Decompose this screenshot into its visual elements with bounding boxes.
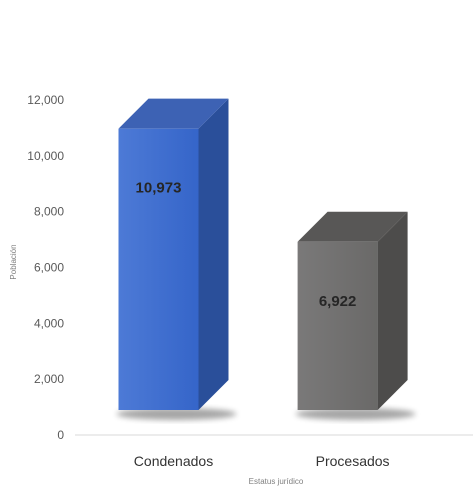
bar-shadow bbox=[295, 408, 416, 420]
bar-side-face bbox=[198, 98, 229, 411]
bar-top-face bbox=[118, 98, 229, 129]
bar bbox=[297, 241, 378, 410]
bar-data-label: 6,922 bbox=[319, 293, 357, 310]
category-labels: Condenados Procesados bbox=[134, 453, 390, 469]
y-tick-label: 2,000 bbox=[34, 372, 64, 386]
y-axis-title: Población bbox=[9, 244, 18, 279]
y-tick-label: 0 bbox=[57, 428, 64, 442]
bar-shadow bbox=[116, 408, 237, 420]
bar-top-face bbox=[297, 211, 408, 242]
bar-side-face bbox=[377, 211, 408, 410]
y-tick-label: 8,000 bbox=[34, 205, 64, 219]
y-tick-label: 6,000 bbox=[34, 261, 64, 275]
bars: 10,973 6,922 bbox=[116, 98, 416, 420]
category-label: Procesados bbox=[316, 453, 390, 469]
y-axis-ticks: 0 2,000 4,000 6,000 8,000 10,000 12,000 bbox=[27, 93, 64, 442]
category-label: Condenados bbox=[134, 453, 213, 469]
bar bbox=[118, 128, 199, 410]
y-tick-label: 4,000 bbox=[34, 316, 64, 330]
bar-data-label: 10,973 bbox=[136, 180, 182, 197]
y-tick-label: 10,000 bbox=[27, 149, 64, 163]
x-axis-title: Estatus jurídico bbox=[249, 477, 304, 486]
y-tick-label: 12,000 bbox=[27, 93, 64, 107]
